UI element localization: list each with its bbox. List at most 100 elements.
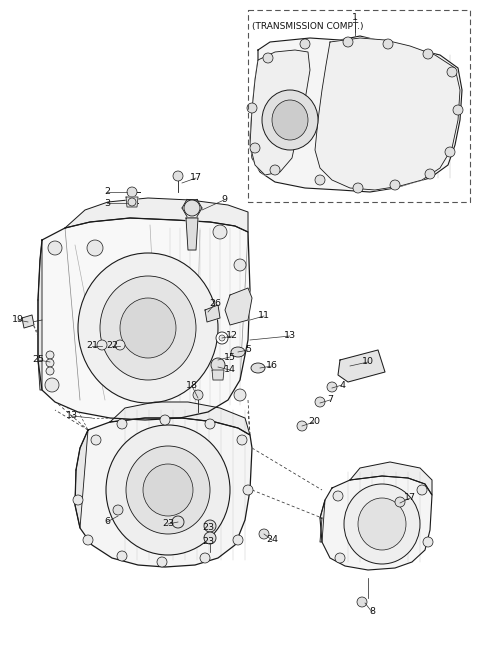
Circle shape xyxy=(46,359,54,367)
Circle shape xyxy=(83,535,93,545)
Ellipse shape xyxy=(358,498,406,550)
Circle shape xyxy=(270,165,280,175)
Text: 23: 23 xyxy=(202,537,214,546)
Circle shape xyxy=(395,497,405,507)
Text: 11: 11 xyxy=(258,312,270,321)
Polygon shape xyxy=(205,305,220,322)
Circle shape xyxy=(343,37,353,47)
Text: 19: 19 xyxy=(12,316,24,325)
Text: 24: 24 xyxy=(266,535,278,544)
Text: 15: 15 xyxy=(224,352,236,361)
Circle shape xyxy=(172,516,184,528)
Polygon shape xyxy=(350,462,432,495)
Text: 20: 20 xyxy=(308,417,320,426)
Circle shape xyxy=(128,198,136,206)
Text: 9: 9 xyxy=(221,195,227,205)
Text: 21: 21 xyxy=(86,342,98,350)
Circle shape xyxy=(327,382,337,392)
Circle shape xyxy=(353,183,363,193)
Text: 26: 26 xyxy=(209,300,221,308)
Text: 23: 23 xyxy=(162,520,174,529)
Circle shape xyxy=(390,180,400,190)
Ellipse shape xyxy=(262,90,318,150)
Circle shape xyxy=(91,435,101,445)
Circle shape xyxy=(297,421,307,431)
Polygon shape xyxy=(186,218,198,250)
Circle shape xyxy=(46,351,54,359)
Text: 3: 3 xyxy=(104,199,110,207)
Circle shape xyxy=(113,505,123,515)
Text: 18: 18 xyxy=(186,382,198,390)
Text: 22: 22 xyxy=(106,342,118,350)
Circle shape xyxy=(425,169,435,179)
Circle shape xyxy=(445,147,455,157)
Circle shape xyxy=(237,435,247,445)
Text: 2: 2 xyxy=(104,188,110,197)
Circle shape xyxy=(205,419,215,429)
Circle shape xyxy=(315,175,325,185)
Circle shape xyxy=(453,105,463,115)
Text: 13: 13 xyxy=(66,411,78,420)
Ellipse shape xyxy=(106,425,230,555)
Circle shape xyxy=(250,143,260,153)
Ellipse shape xyxy=(120,298,176,358)
Circle shape xyxy=(45,378,59,392)
Circle shape xyxy=(46,367,54,375)
Polygon shape xyxy=(250,50,310,175)
Circle shape xyxy=(184,200,200,216)
Polygon shape xyxy=(65,198,248,232)
Circle shape xyxy=(233,535,243,545)
Circle shape xyxy=(157,557,167,567)
Text: 14: 14 xyxy=(224,365,236,375)
Polygon shape xyxy=(212,370,224,380)
Text: 12: 12 xyxy=(226,331,238,340)
Polygon shape xyxy=(126,197,138,207)
Circle shape xyxy=(204,520,216,532)
Circle shape xyxy=(447,67,457,77)
Polygon shape xyxy=(75,430,88,528)
Polygon shape xyxy=(225,288,252,325)
Polygon shape xyxy=(320,476,432,570)
Circle shape xyxy=(383,39,393,49)
Polygon shape xyxy=(320,500,325,542)
Ellipse shape xyxy=(143,464,193,516)
Circle shape xyxy=(173,171,183,181)
Circle shape xyxy=(357,597,367,607)
Circle shape xyxy=(87,240,103,256)
Text: 1: 1 xyxy=(352,14,358,22)
Circle shape xyxy=(335,553,345,563)
Polygon shape xyxy=(38,240,42,390)
Circle shape xyxy=(97,340,107,350)
Polygon shape xyxy=(75,418,252,567)
Circle shape xyxy=(117,419,127,429)
Circle shape xyxy=(127,187,137,197)
Circle shape xyxy=(333,491,343,501)
Circle shape xyxy=(160,415,170,425)
Circle shape xyxy=(300,39,310,49)
Text: 5: 5 xyxy=(245,346,251,354)
Polygon shape xyxy=(338,350,385,382)
Text: 25: 25 xyxy=(32,356,44,365)
Circle shape xyxy=(211,358,225,372)
Ellipse shape xyxy=(272,100,308,140)
Ellipse shape xyxy=(100,276,196,380)
Text: 17: 17 xyxy=(404,493,416,502)
Ellipse shape xyxy=(344,484,420,564)
Circle shape xyxy=(423,537,433,547)
Ellipse shape xyxy=(78,253,218,403)
Circle shape xyxy=(417,485,427,495)
Text: (TRANSMISSION COMPT.): (TRANSMISSION COMPT.) xyxy=(252,22,363,31)
Polygon shape xyxy=(22,315,34,328)
Text: 4: 4 xyxy=(339,380,345,390)
Text: 23: 23 xyxy=(202,523,214,533)
Circle shape xyxy=(263,53,273,63)
Circle shape xyxy=(193,390,203,400)
Ellipse shape xyxy=(231,347,245,357)
Circle shape xyxy=(259,529,269,539)
Text: 6: 6 xyxy=(104,518,110,527)
Ellipse shape xyxy=(126,446,210,534)
Circle shape xyxy=(315,397,325,407)
Text: 17: 17 xyxy=(190,173,202,182)
Circle shape xyxy=(115,340,125,350)
Text: 8: 8 xyxy=(369,607,375,617)
